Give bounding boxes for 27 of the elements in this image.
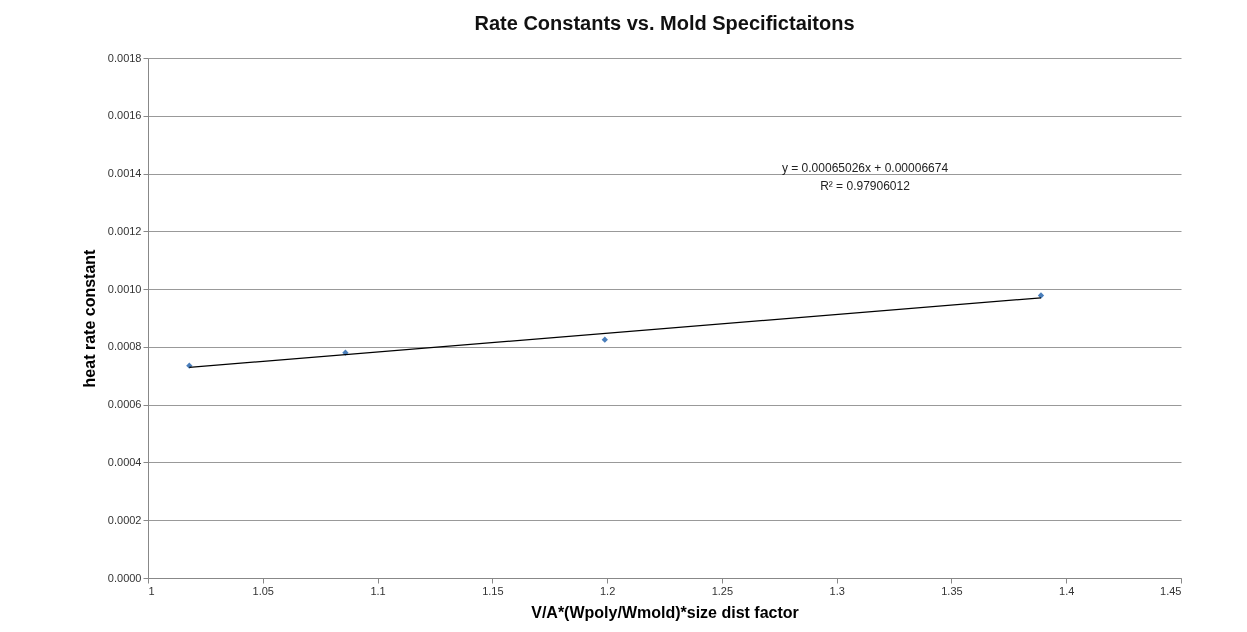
x-tick-label: 1.05 bbox=[252, 584, 274, 597]
y-tick-label: 0.0012 bbox=[107, 224, 142, 237]
x-axis-title: V/A*(Wpoly/Wmold)*size dist factor bbox=[531, 603, 799, 621]
chart-title: Rate Constants vs. Mold Specifictaitons bbox=[474, 12, 855, 34]
x-tick-label: 1.25 bbox=[711, 584, 734, 597]
y-tick-label: 0.0016 bbox=[107, 109, 142, 122]
annotation: R² = 0.97906012 bbox=[820, 179, 911, 193]
annotation: y = 0.00065026x + 0.00006674 bbox=[781, 161, 949, 175]
x-tick-label: 1.4 bbox=[1059, 584, 1075, 597]
y-tick-label: 0.0014 bbox=[107, 167, 142, 180]
point bbox=[601, 336, 608, 343]
y-tick-label: 0.0000 bbox=[107, 571, 142, 584]
x-tick-label: 1.45 bbox=[1160, 584, 1182, 597]
x-tick-label: 1 bbox=[148, 584, 155, 597]
y-tick-label: 0.0010 bbox=[107, 282, 142, 295]
x-tick-label: 1.3 bbox=[829, 584, 845, 597]
y-axis-title: heat rate constant bbox=[80, 248, 98, 388]
point bbox=[186, 362, 193, 369]
y-tick-label: 0.0018 bbox=[107, 51, 142, 64]
y-tick-label: 0.0002 bbox=[107, 513, 142, 526]
x-tick-label: 1.15 bbox=[482, 584, 504, 597]
y-tick-label: 0.0008 bbox=[107, 340, 142, 353]
x-tick-label: 1.35 bbox=[941, 584, 963, 597]
x-tick-label: 1.1 bbox=[370, 584, 386, 597]
y-tick-label: 0.0006 bbox=[107, 398, 142, 411]
x-tick-label: 1.2 bbox=[599, 584, 616, 597]
y-tick-label: 0.0004 bbox=[107, 455, 142, 468]
